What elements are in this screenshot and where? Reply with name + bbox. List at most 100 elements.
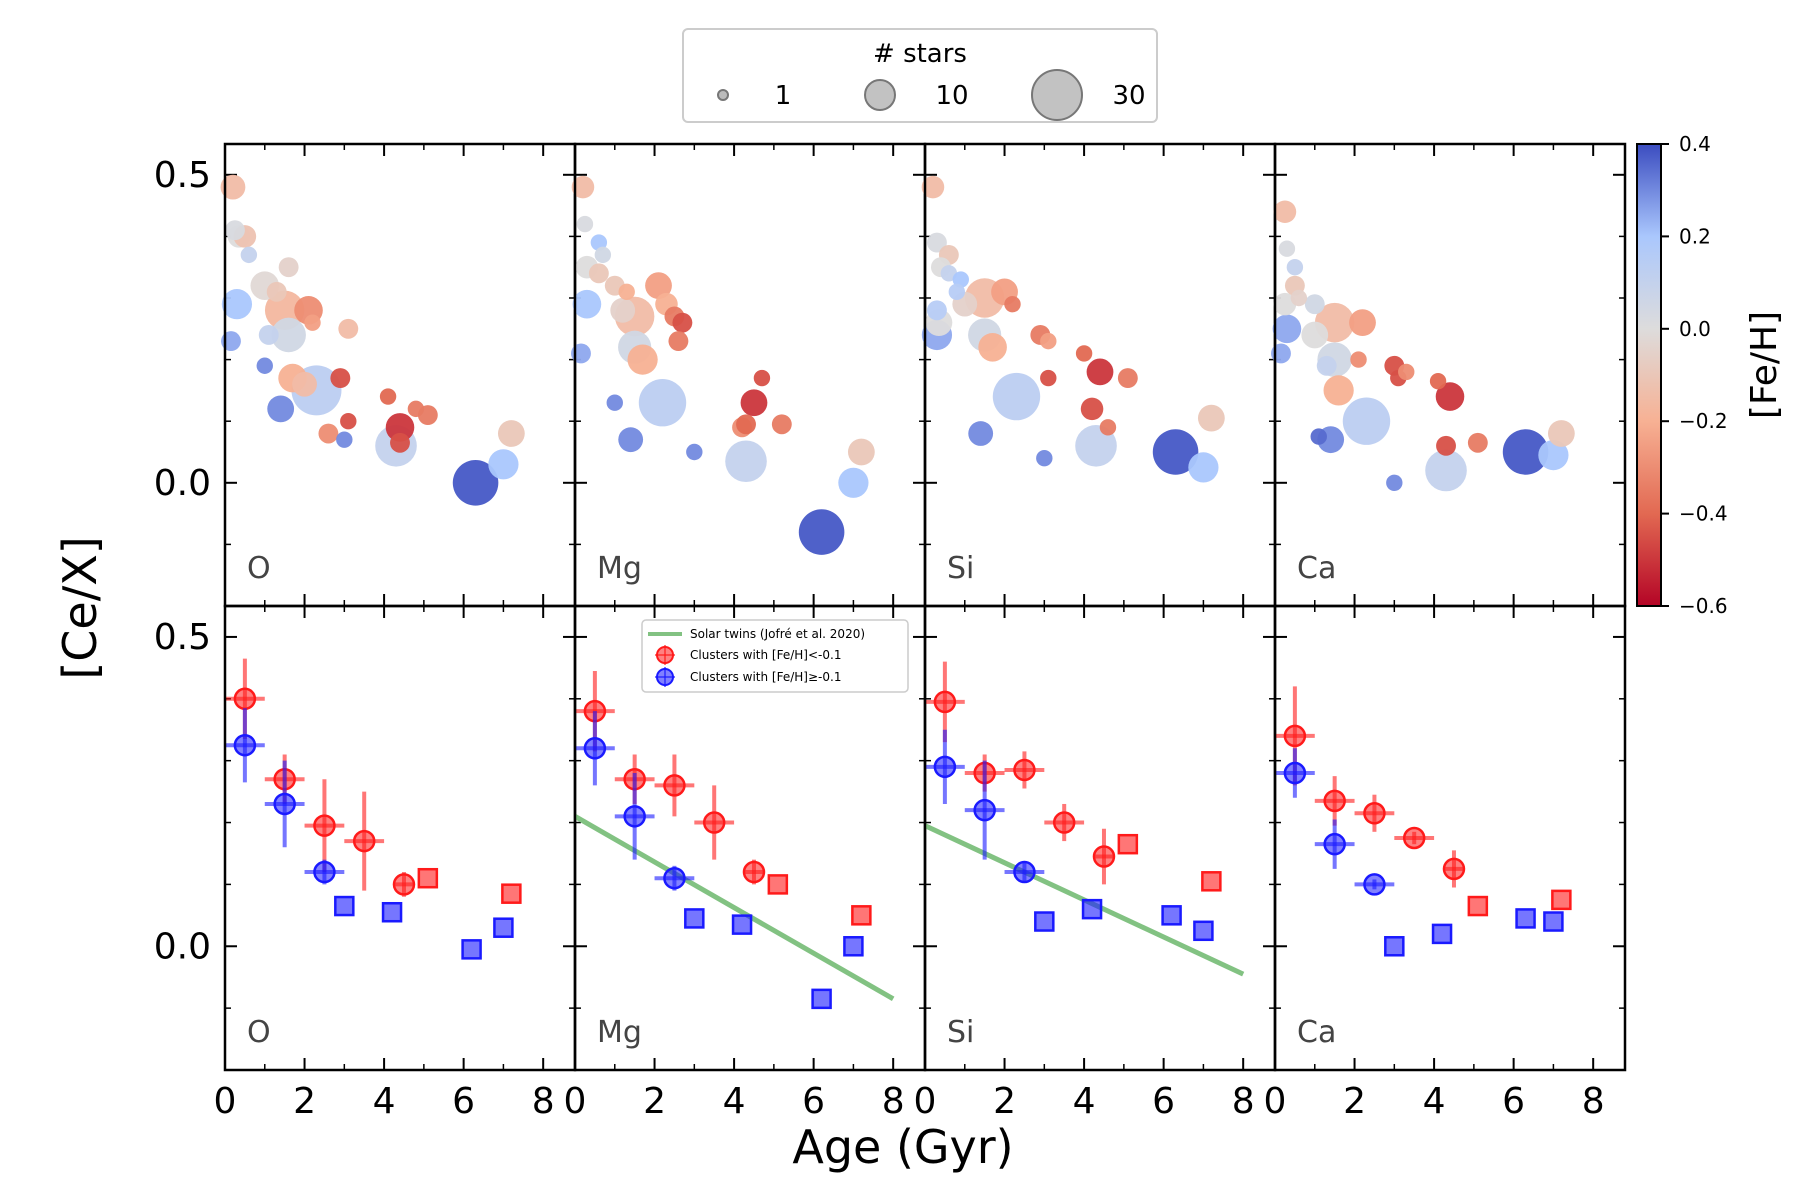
panel-element-label: Mg [597, 551, 642, 586]
blue-single-cluster [1543, 911, 1564, 932]
red-binned-point [1442, 857, 1466, 881]
cluster-point [627, 344, 658, 375]
red-binned-point [352, 829, 376, 853]
cluster-point [1099, 419, 1117, 436]
panel-element-label: Si [947, 1015, 974, 1050]
red-binned-point [392, 873, 416, 896]
blue-single-cluster [493, 917, 514, 938]
blue-single-cluster [684, 908, 705, 929]
cluster-point [271, 317, 306, 353]
red-single-cluster [851, 905, 872, 926]
red-binned-point [663, 774, 686, 797]
blue-binned-point [933, 755, 957, 779]
size-legend: # stars 1 10 30 [682, 28, 1158, 123]
panel-element-label: Si [947, 551, 974, 586]
cluster-point [1152, 429, 1199, 475]
solar-twins-line [573, 814, 895, 1002]
cluster-point [1197, 404, 1225, 432]
cluster-point [1273, 292, 1297, 316]
cluster-point [1040, 332, 1057, 350]
red-binned-point [1402, 826, 1426, 850]
red-binned-point [1052, 811, 1076, 834]
cluster-point [379, 388, 397, 405]
bottom-legend: Solar twins (Jofré et al. 2020) Clusters … [641, 619, 909, 693]
blue-single-cluster [1161, 905, 1182, 926]
cluster-point [1117, 368, 1138, 389]
panel-top-Ca: Ca [1271, 142, 1627, 608]
size-legend-marker-30 [1031, 69, 1083, 121]
red-single-cluster [1467, 895, 1489, 917]
red-single-cluster [1551, 889, 1572, 911]
cluster-point [1290, 289, 1308, 307]
panels-grid: O 0.0 0.5 Mg Si Ca O 0.0 0.5 0 2 4 6 8 Mg 0 2 4 6 8 Solar tw… [154, 142, 1627, 1122]
cluster-point [220, 174, 246, 200]
cluster-point [407, 400, 425, 418]
cluster-point [240, 246, 258, 264]
colorbar-tick-label: −0.4 [1679, 502, 1728, 526]
x-tick-label: 8 [882, 1081, 905, 1122]
x-tick-label: 0 [914, 1081, 937, 1122]
red-single-cluster [1201, 871, 1222, 892]
legend-blue-label: Clusters with [Fe/H]≥-0.1 [690, 670, 841, 684]
cluster-point [1040, 369, 1057, 387]
cluster-point [1036, 449, 1053, 467]
panel-frame [223, 604, 577, 1072]
blue-single-cluster [1193, 920, 1214, 942]
cluster-point [571, 175, 595, 199]
cluster-point [1310, 428, 1327, 445]
cluster-point [1538, 439, 1569, 471]
blue-binned-point [313, 860, 336, 884]
x-tick-label: 8 [1582, 1081, 1605, 1122]
cluster-point [1467, 432, 1488, 453]
y-tick-label: 0.5 [154, 617, 211, 658]
x-tick-label: 2 [643, 1081, 666, 1122]
cluster-point [736, 414, 756, 435]
cluster-point [497, 420, 525, 447]
cluster-point [686, 443, 703, 461]
red-binned-point [1092, 845, 1116, 868]
blue-binned-point [1013, 860, 1036, 884]
blue-binned-point [1323, 832, 1346, 856]
x-tick-label: 8 [532, 1081, 555, 1122]
cluster-point [336, 431, 353, 448]
panel-bottom-Si: Si 0 2 4 6 8 [914, 604, 1277, 1122]
red-single-cluster [1117, 833, 1139, 855]
cluster-point [1086, 358, 1114, 386]
cluster-point [753, 369, 771, 387]
cluster-point [1075, 425, 1117, 467]
colorbar-label: [Fe/H] [1744, 311, 1785, 419]
colorbar-tick-label: −0.6 [1679, 594, 1728, 618]
blue-single-cluster [843, 936, 864, 957]
cluster-point [847, 438, 875, 466]
cluster-point [385, 413, 415, 442]
size-legend-marker-1 [717, 89, 729, 101]
cluster-point [668, 331, 689, 352]
cluster-point [256, 357, 273, 374]
blue-single-cluster [1515, 908, 1536, 929]
red-binned-point [1283, 724, 1307, 748]
colorbar-tick-label: 0.4 [1679, 132, 1711, 156]
cluster-point [488, 449, 519, 480]
cluster-point [221, 289, 253, 320]
blue-single-cluster [461, 939, 482, 960]
cluster-point [926, 300, 947, 321]
blue-binned-point [1283, 761, 1307, 785]
bottom-legend-frame [641, 619, 909, 693]
cluster-point [318, 423, 339, 444]
panel-element-label: O [247, 551, 271, 586]
cluster-point [225, 220, 245, 241]
cluster-point [258, 325, 279, 345]
cluster-point [1502, 429, 1549, 475]
blue-binned-point [623, 805, 646, 828]
cluster-point [390, 432, 410, 453]
cluster-point [968, 421, 994, 446]
blue-single-cluster [811, 988, 832, 1010]
cluster-point [1425, 449, 1467, 492]
colorbar-gradient [1636, 143, 1662, 607]
cluster-point [266, 281, 287, 302]
x-tick-label: 6 [1502, 1081, 1525, 1122]
blue-binned-point [1363, 873, 1386, 896]
blue-single-cluster [1081, 898, 1103, 920]
blue-binned-point [273, 792, 296, 816]
